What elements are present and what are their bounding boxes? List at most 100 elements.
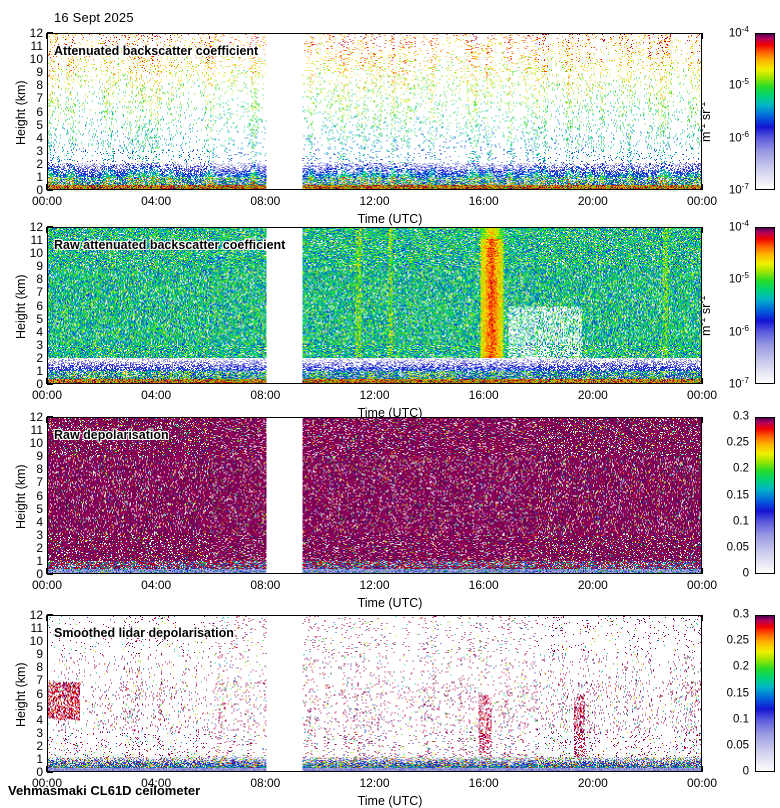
y-tick-label: 12 <box>29 410 43 424</box>
y-tick-label: 2 <box>36 350 43 365</box>
colorbar-tick-label: 10-7 <box>728 375 749 391</box>
x-tick-label: 20:00 <box>577 776 608 790</box>
y-tick-label: 8 <box>36 78 43 93</box>
x-tick-label: 00:00 <box>31 578 63 592</box>
x-tick-label: 12:00 <box>359 388 390 402</box>
heatmap-canvas-raw-attenuated-backscatter <box>48 228 701 383</box>
y-tick-label: 1 <box>36 553 43 568</box>
y-tick-label: 3 <box>36 337 43 352</box>
x-tick-label: 08:00 <box>250 776 281 790</box>
y-tick-label: 8 <box>36 272 43 287</box>
colorbar-tick-label: 10-4 <box>728 218 749 234</box>
x-tick-mark-top <box>701 33 703 39</box>
x-tick-mark <box>701 568 703 574</box>
colorbar-tick-label: 10-5 <box>728 271 749 286</box>
colorbar-raw-attenuated-backscatter <box>755 227 775 384</box>
x-tick-mark <box>701 378 703 384</box>
colorbar-gradient <box>756 418 774 573</box>
x-tick-mark-top <box>701 227 703 233</box>
colorbar-gradient <box>756 228 774 383</box>
y-tick-mark <box>47 771 53 773</box>
x-tick-label: 00:00 <box>686 388 718 402</box>
y-tick-label: 10 <box>29 246 43 261</box>
x-tick-label: 08:00 <box>250 578 281 592</box>
y-tick-label: 0 <box>36 377 43 391</box>
colorbar-tick-label: 0.1 <box>733 712 749 725</box>
y-tick-label: 5 <box>36 311 43 326</box>
y-tick-mark <box>47 383 53 385</box>
x-tick-mark-top <box>701 417 703 423</box>
colorbar-tick-label: 0.25 <box>726 634 749 647</box>
x-tick-label: 16:00 <box>468 194 499 208</box>
colorbar-tick-label: 10-6 <box>728 129 749 145</box>
heatmap-canvas-attenuated-backscatter <box>48 34 701 189</box>
y-tick-label: 9 <box>36 647 43 662</box>
colorbar-gradient <box>756 616 774 771</box>
colorbar-tick-label: 0.05 <box>726 739 749 752</box>
y-tick-label: 10 <box>29 52 43 67</box>
y-tick-label: 5 <box>36 699 43 714</box>
x-tick-label: 04:00 <box>141 194 172 208</box>
y-tick-label: 1 <box>36 169 43 184</box>
x-axis-title-raw-attenuated-backscatter: Time (UTC) <box>357 406 423 420</box>
y-tick-label: 6 <box>36 488 43 503</box>
y-tick-label: 11 <box>30 423 43 438</box>
x-tick-mark <box>701 184 703 190</box>
x-tick-mark <box>701 766 703 772</box>
colorbar-tick-label: 0.3 <box>733 410 749 423</box>
panel-title-raw-depolarisation: Raw depolarisation <box>54 428 169 442</box>
y-tick-label: 0 <box>36 567 43 581</box>
y-tick-label: 12 <box>29 26 43 40</box>
colorbar-attenuated-backscatter <box>755 33 775 190</box>
y-tick-label: 4 <box>36 514 43 529</box>
y-tick-label: 3 <box>36 527 43 542</box>
plot-area-attenuated-backscatter <box>47 33 702 190</box>
x-tick-label: 16:00 <box>468 578 499 592</box>
y-tick-label: 7 <box>36 285 43 300</box>
site-caption: Vehmasmaki CL61D ceilometer <box>8 783 201 798</box>
y-axis-title-raw-depolarisation: Height (km) <box>14 463 28 529</box>
y-tick-label: 11 <box>30 233 43 248</box>
x-tick-label: 04:00 <box>141 578 172 592</box>
colorbar-tick-label: 10-6 <box>728 323 749 339</box>
y-tick-label: 11 <box>30 39 43 54</box>
x-tick-label: 16:00 <box>468 388 499 402</box>
x-axis-title-raw-depolarisation: Time (UTC) <box>357 596 423 610</box>
y-tick-label: 6 <box>36 104 43 119</box>
x-tick-label: 20:00 <box>577 578 608 592</box>
colorbar-tick-label: 0.3 <box>733 608 749 621</box>
colorbar-smoothed-lidar-depolarisation <box>755 615 775 772</box>
colorbar-tick-label: 0.05 <box>726 541 749 554</box>
y-tick-label: 8 <box>36 462 43 477</box>
colorbar-tick-label: 0.15 <box>726 686 749 699</box>
heatmap-canvas-smoothed-lidar-depolarisation <box>48 616 701 771</box>
y-axis-title-attenuated-backscatter: Height (km) <box>14 79 28 145</box>
x-tick-label: 00:00 <box>31 776 63 790</box>
y-tick-label: 9 <box>36 449 43 464</box>
x-tick-label: 12:00 <box>359 578 390 592</box>
y-tick-label: 0 <box>36 183 43 197</box>
y-tick-label: 2 <box>36 156 43 171</box>
y-tick-label: 10 <box>29 436 43 451</box>
colorbar-tick-label: 0.1 <box>733 514 749 527</box>
colorbar-tick-label: 10-7 <box>728 181 749 197</box>
y-tick-mark <box>47 573 53 575</box>
x-tick-label: 20:00 <box>577 388 608 402</box>
x-tick-label: 00:00 <box>31 194 63 208</box>
x-tick-label: 00:00 <box>686 776 718 790</box>
y-tick-label: 12 <box>29 220 43 234</box>
x-tick-mark-top <box>701 615 703 621</box>
colorbar-tick-label: 10-5 <box>728 77 749 92</box>
colorbar-tick-label: 0.2 <box>733 660 749 673</box>
y-tick-label: 4 <box>36 130 43 145</box>
y-tick-label: 1 <box>36 751 43 766</box>
y-axis-title-smoothed-lidar-depolarisation: Height (km) <box>14 661 28 727</box>
y-tick-label: 6 <box>36 298 43 313</box>
plot-area-raw-depolarisation <box>47 417 702 574</box>
y-tick-label: 6 <box>36 686 43 701</box>
y-tick-label: 1 <box>36 363 43 378</box>
y-tick-label: 3 <box>36 143 43 158</box>
colorbar-tick-label: 10-4 <box>728 24 749 40</box>
x-tick-label: 04:00 <box>141 388 172 402</box>
